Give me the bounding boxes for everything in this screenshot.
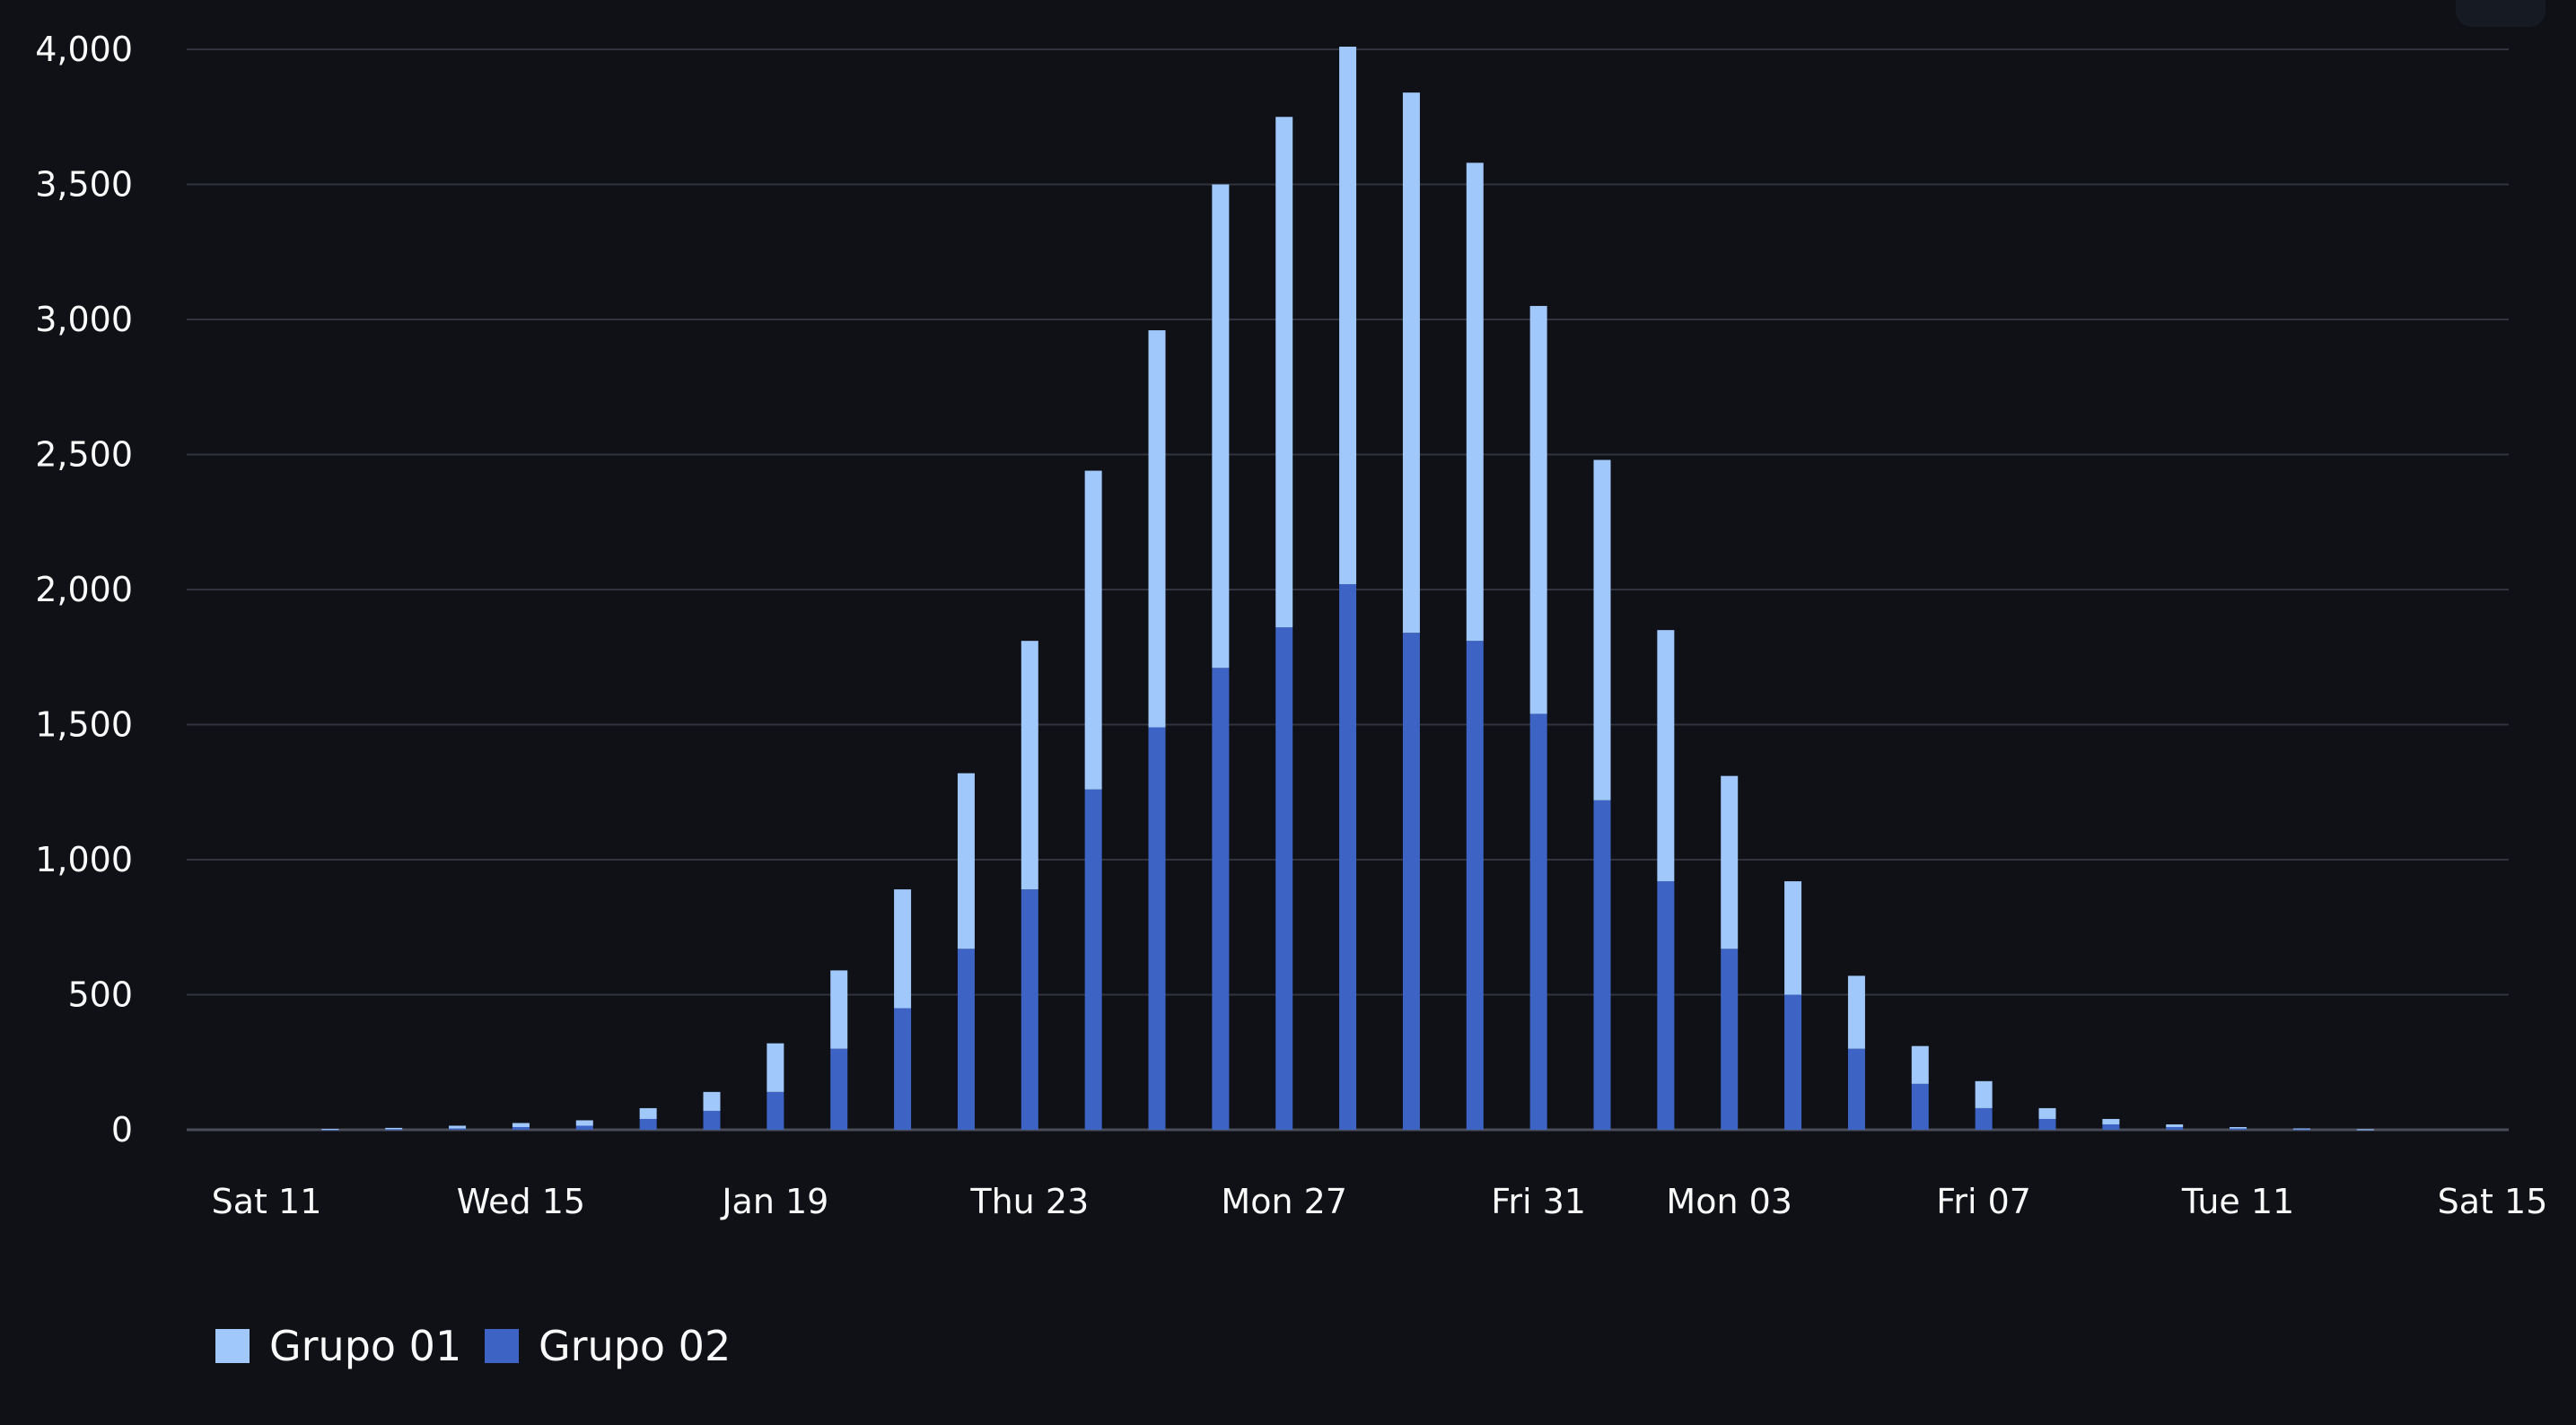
bar-segment-grupo-01[interactable] xyxy=(2356,1129,2374,1131)
bar-segment-grupo-02[interactable] xyxy=(767,1091,784,1130)
bar-segment-grupo-01[interactable] xyxy=(1911,1045,1929,1084)
bar-segment-grupo-01[interactable] xyxy=(1593,459,1611,800)
bar-segment-grupo-01[interactable] xyxy=(1847,975,1865,1049)
y-tick-label: 2,500 xyxy=(35,435,133,475)
bar-segment-grupo-02[interactable] xyxy=(385,1129,403,1131)
bar-segment-grupo-01[interactable] xyxy=(2038,1107,2056,1119)
x-tick-label: Fri 31 xyxy=(1491,1182,1586,1221)
legend-swatch-grupo-02[interactable] xyxy=(485,1329,519,1363)
bar-segment-grupo-01[interactable] xyxy=(2230,1126,2247,1129)
bar-segment-grupo-01[interactable] xyxy=(1275,117,1293,628)
bar-segment-grupo-02[interactable] xyxy=(2166,1126,2184,1130)
bar-segment-grupo-01[interactable] xyxy=(512,1123,530,1127)
bar-segment-grupo-02[interactable] xyxy=(1402,633,1420,1130)
y-tick-label: 1,500 xyxy=(35,705,133,745)
bar-segment-grupo-02[interactable] xyxy=(2292,1129,2310,1131)
y-tick-label: 3,000 xyxy=(35,300,133,339)
x-tick-label: Mon 03 xyxy=(1666,1182,1792,1221)
bar-segment-grupo-02[interactable] xyxy=(512,1126,530,1130)
bar-segment-grupo-02[interactable] xyxy=(1275,627,1293,1130)
bar-segment-grupo-01[interactable] xyxy=(1721,775,1739,949)
bar-segment-grupo-02[interactable] xyxy=(2230,1128,2247,1130)
x-tick-label: Sat 15 xyxy=(2438,1182,2548,1221)
bar-segment-grupo-01[interactable] xyxy=(1784,881,1802,995)
y-tick-label: 4,000 xyxy=(35,30,133,69)
x-tick-label: Fri 07 xyxy=(1936,1182,2031,1221)
bar-segment-grupo-02[interactable] xyxy=(2102,1123,2120,1130)
legend-label-grupo-02[interactable]: Grupo 02 xyxy=(539,1322,731,1370)
bar-segment-grupo-01[interactable] xyxy=(449,1125,467,1129)
bar-segment-grupo-01[interactable] xyxy=(321,1129,339,1131)
bar-segment-grupo-02[interactable] xyxy=(1847,1048,1865,1130)
bar-segment-grupo-02[interactable] xyxy=(1657,881,1675,1130)
bar-segment-grupo-01[interactable] xyxy=(1529,305,1547,714)
x-tick-label: Wed 15 xyxy=(457,1182,585,1221)
bar-segment-grupo-02[interactable] xyxy=(321,1129,339,1131)
bar-segment-grupo-02[interactable] xyxy=(1529,713,1547,1130)
toolbar-button[interactable] xyxy=(2456,0,2545,27)
bar-segment-grupo-01[interactable] xyxy=(1402,92,1420,634)
bar-segment-grupo-02[interactable] xyxy=(1721,949,1739,1130)
bar-segment-grupo-02[interactable] xyxy=(449,1128,467,1130)
bar-segment-grupo-01[interactable] xyxy=(575,1120,593,1126)
bar-segment-grupo-01[interactable] xyxy=(639,1107,657,1119)
bar-segment-grupo-01[interactable] xyxy=(703,1091,721,1111)
bar-segment-grupo-02[interactable] xyxy=(830,1048,848,1130)
bar-segment-grupo-01[interactable] xyxy=(830,970,848,1049)
y-tick-label: 500 xyxy=(67,975,133,1015)
bar-segment-grupo-01[interactable] xyxy=(1212,184,1230,669)
bars xyxy=(321,46,2374,1131)
y-tick-label: 3,500 xyxy=(35,165,133,205)
bar-segment-grupo-02[interactable] xyxy=(1212,668,1230,1130)
bar-segment-grupo-02[interactable] xyxy=(894,1008,912,1130)
bar-segment-grupo-02[interactable] xyxy=(1148,727,1166,1130)
bar-segment-grupo-02[interactable] xyxy=(957,949,975,1130)
bar-segment-grupo-01[interactable] xyxy=(1657,630,1675,882)
y-tick-label: 2,000 xyxy=(35,570,133,609)
y-axis-ticks: 0 500 1,000 1,500 2,000 2,500 3,000 3,500 4,000 xyxy=(35,30,133,1150)
bar-segment-grupo-01[interactable] xyxy=(1466,162,1484,642)
bar-segment-grupo-01[interactable] xyxy=(1021,641,1038,890)
bar-segment-grupo-01[interactable] xyxy=(1148,330,1166,728)
bar-segment-grupo-01[interactable] xyxy=(767,1043,784,1092)
x-tick-label: Jan 19 xyxy=(720,1182,828,1221)
bar-segment-grupo-02[interactable] xyxy=(703,1110,721,1130)
bar-segment-grupo-02[interactable] xyxy=(575,1125,593,1130)
bar-segment-grupo-01[interactable] xyxy=(1975,1080,1993,1108)
y-tick-label: 1,000 xyxy=(35,840,133,879)
bar-segment-grupo-01[interactable] xyxy=(1084,470,1102,790)
bar-segment-grupo-01[interactable] xyxy=(2166,1123,2184,1127)
bar-segment-grupo-02[interactable] xyxy=(2038,1118,2056,1130)
bar-segment-grupo-02[interactable] xyxy=(639,1118,657,1130)
bar-segment-grupo-01[interactable] xyxy=(385,1127,403,1130)
y-tick-label: 0 xyxy=(111,1110,133,1150)
bar-segment-grupo-02[interactable] xyxy=(1911,1083,1929,1130)
bar-segment-grupo-02[interactable] xyxy=(1021,889,1038,1130)
x-tick-label: Thu 23 xyxy=(969,1182,1089,1221)
bar-segment-grupo-01[interactable] xyxy=(894,889,912,1009)
bar-segment-grupo-01[interactable] xyxy=(957,773,975,949)
x-tick-label: Sat 11 xyxy=(212,1182,322,1221)
bar-segment-grupo-02[interactable] xyxy=(1593,800,1611,1130)
legend-label-grupo-01[interactable]: Grupo 01 xyxy=(269,1322,461,1370)
bar-segment-grupo-02[interactable] xyxy=(1339,583,1357,1130)
bar-segment-grupo-01[interactable] xyxy=(2292,1128,2310,1130)
bar-segment-grupo-02[interactable] xyxy=(1784,994,1802,1131)
legend-swatch-grupo-01[interactable] xyxy=(215,1329,250,1363)
bar-segment-grupo-02[interactable] xyxy=(1975,1107,1993,1130)
bar-segment-grupo-01[interactable] xyxy=(2102,1118,2120,1124)
legend: Grupo 01 Grupo 02 xyxy=(215,1322,731,1370)
bar-segment-grupo-02[interactable] xyxy=(1466,641,1484,1130)
bar-segment-grupo-02[interactable] xyxy=(1084,789,1102,1130)
x-axis-ticks: Sat 11 Wed 15 Jan 19 Thu 23 Mon 27 Fri 31 Mon … xyxy=(212,1182,2548,1221)
x-tick-label: Mon 27 xyxy=(1221,1182,1347,1221)
x-tick-label: Tue 11 xyxy=(2181,1182,2294,1221)
bar-segment-grupo-01[interactable] xyxy=(1339,46,1357,584)
